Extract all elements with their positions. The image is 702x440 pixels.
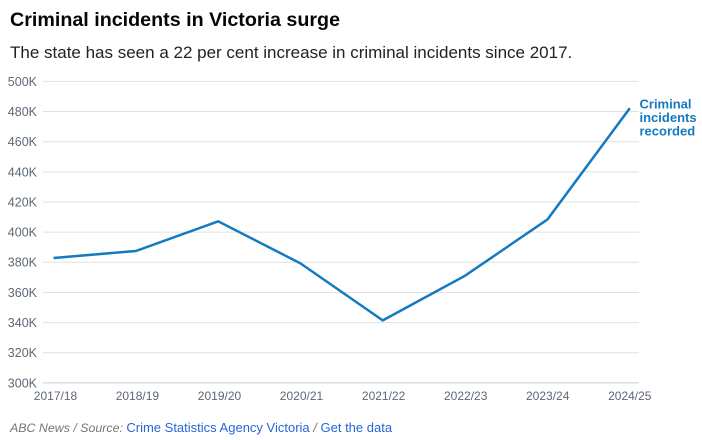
svg-text:2022/23: 2022/23 bbox=[444, 389, 488, 403]
svg-text:480K: 480K bbox=[8, 105, 38, 119]
svg-text:440K: 440K bbox=[8, 165, 38, 179]
svg-text:360K: 360K bbox=[8, 286, 38, 300]
svg-text:2021/22: 2021/22 bbox=[362, 389, 406, 403]
svg-text:2017/18: 2017/18 bbox=[34, 389, 78, 403]
svg-text:2023/24: 2023/24 bbox=[526, 389, 570, 403]
svg-text:340K: 340K bbox=[8, 316, 38, 330]
svg-text:2024/25: 2024/25 bbox=[608, 389, 652, 403]
svg-text:420K: 420K bbox=[8, 195, 38, 209]
svg-text:recorded: recorded bbox=[640, 124, 696, 139]
svg-text:320K: 320K bbox=[8, 346, 38, 360]
svg-text:2018/19: 2018/19 bbox=[116, 389, 160, 403]
svg-text:400K: 400K bbox=[8, 226, 38, 240]
svg-text:incidents: incidents bbox=[640, 110, 697, 125]
svg-text:Criminal: Criminal bbox=[640, 97, 692, 112]
svg-text:2019/20: 2019/20 bbox=[198, 389, 242, 403]
svg-text:300K: 300K bbox=[8, 376, 38, 390]
svg-text:2020/21: 2020/21 bbox=[280, 389, 324, 403]
svg-text:460K: 460K bbox=[8, 135, 38, 149]
svg-text:380K: 380K bbox=[8, 256, 38, 270]
svg-text:500K: 500K bbox=[8, 75, 38, 89]
